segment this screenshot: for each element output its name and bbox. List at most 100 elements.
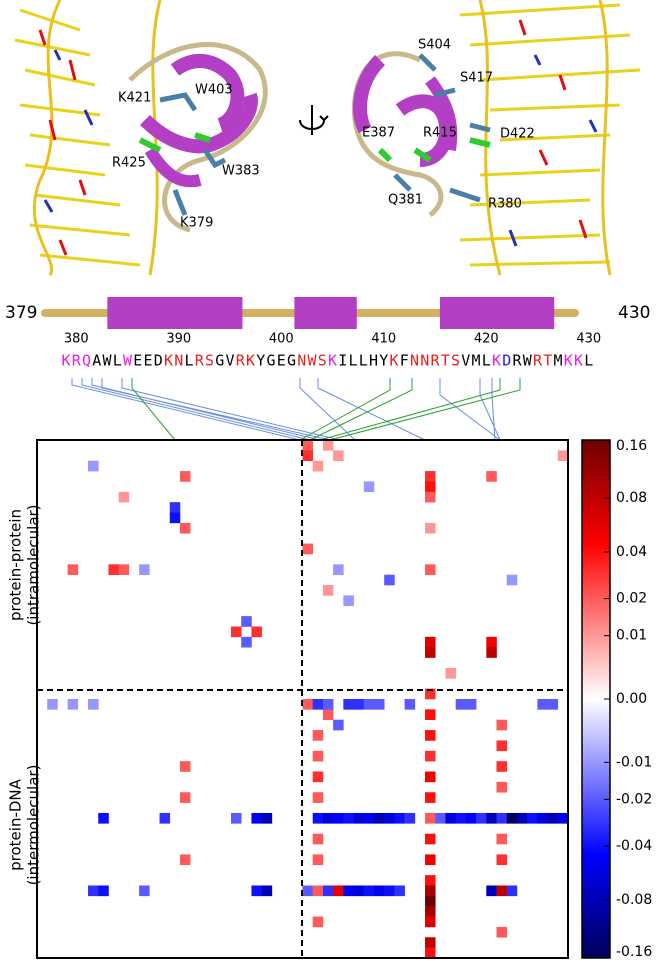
heatmap-cell <box>425 522 436 534</box>
heatmap-cell <box>425 647 436 658</box>
heatmap-cell <box>496 885 508 897</box>
heatmap-cell <box>231 812 242 824</box>
colorbar-tick-label: 0.00 <box>616 691 647 707</box>
heatmap-cell <box>333 564 344 575</box>
heatmap-cell <box>455 699 467 710</box>
heatmap-cell <box>425 564 436 575</box>
residue-label: Q381 <box>388 193 423 208</box>
heatmap-cell <box>425 491 436 503</box>
heatmap-cell <box>312 699 324 710</box>
heatmap-cell <box>353 885 365 897</box>
sequence-tick: 420 <box>474 332 499 347</box>
heatmap-cell <box>88 460 99 472</box>
heatmap-cell <box>496 833 508 845</box>
heatmap-cell <box>425 895 436 907</box>
heatmap-cell <box>425 709 436 721</box>
residue-label: K421 <box>118 91 151 106</box>
sequence-letter: V <box>461 352 470 370</box>
heatmap-cell <box>312 771 324 783</box>
heatmap-cell <box>231 626 242 638</box>
residue-label: R415 <box>423 126 457 141</box>
heatmap-cell <box>363 812 375 824</box>
residue-label: W403 <box>195 83 233 98</box>
dna-left <box>14 0 162 276</box>
heatmap-cell <box>67 564 79 575</box>
heatmap-cell <box>241 616 252 627</box>
heatmap-cell <box>373 885 385 897</box>
heatmap-cell <box>118 491 130 503</box>
heatmap-cell <box>455 812 467 824</box>
helix <box>439 297 555 329</box>
heatmap-cell <box>179 792 191 803</box>
row-label: protein-protein <box>7 509 25 621</box>
sequence-letter: F <box>400 352 409 370</box>
connector-lines <box>71 378 521 441</box>
sequence-letter: G <box>215 352 224 370</box>
sequence-letter: K <box>389 352 398 370</box>
heatmap-cell <box>343 812 354 824</box>
sequence-letter: D <box>154 352 163 370</box>
heatmap-cell <box>394 812 405 824</box>
heatmap-cell <box>527 812 538 824</box>
heatmap-cell <box>425 937 436 948</box>
heatmap-cell <box>241 636 252 648</box>
sequence-letter: T <box>543 352 552 370</box>
heatmap-cell <box>322 812 334 824</box>
sequence-letter: N <box>410 352 419 370</box>
heatmap-cell <box>425 471 436 482</box>
sequence-letter: R <box>236 352 246 370</box>
heatmap-cell <box>425 885 436 897</box>
heatmap-cell <box>312 885 324 897</box>
sequence-tick: 380 <box>64 332 89 347</box>
heatmap-cell <box>88 885 99 897</box>
sequence-letter: N <box>420 352 429 370</box>
heatmap-cell <box>445 667 456 679</box>
sequence-letter: R <box>72 352 82 370</box>
heatmap-cell <box>302 885 314 897</box>
heatmap-cell <box>373 812 385 824</box>
sequence-letter: L <box>482 352 491 370</box>
colorbar-tick-label: 0.02 <box>616 591 647 607</box>
heatmap-cell <box>425 875 436 886</box>
heatmap-cell <box>425 750 436 762</box>
residue-label: S404 <box>418 38 451 53</box>
heatmap-cell <box>322 585 334 596</box>
heatmap-cell <box>547 699 559 710</box>
heatmap-cell <box>465 699 477 710</box>
sequence-letter: R <box>512 352 522 370</box>
heatmap-cell <box>169 502 181 513</box>
heatmap-cell <box>496 740 508 752</box>
heatmap-cell <box>506 574 518 586</box>
heatmap-cell <box>251 626 262 638</box>
heatmap-cell <box>506 812 518 824</box>
colorbar-tick-label: -0.08 <box>616 892 652 908</box>
sequence-letter: E <box>133 352 142 370</box>
heatmap-cell <box>302 543 314 555</box>
row-label: (intramolecular) <box>25 504 43 625</box>
heatmap-cell <box>179 471 191 482</box>
heatmap-cell <box>139 885 150 897</box>
heatmap-cell <box>179 522 191 534</box>
heatmap-cell <box>302 440 314 451</box>
heatmap-cell <box>486 647 497 658</box>
sequence-letter: Q <box>82 352 91 370</box>
sequence-letter: E <box>143 352 152 370</box>
heatmap-cell <box>516 812 528 824</box>
residue-label: D422 <box>500 127 535 142</box>
colorbar-tick-label: -0.01 <box>616 754 652 770</box>
heatmap-cell <box>496 812 508 824</box>
sequence-letter: K <box>164 352 173 370</box>
heatmap-cell <box>496 719 508 731</box>
sequence-letter: R <box>533 352 543 370</box>
sequence-letter: L <box>113 352 122 370</box>
residue-label: R425 <box>112 156 146 171</box>
residue-label: W383 <box>222 164 260 179</box>
heatmap-cell <box>312 854 324 866</box>
sequence-letter: H <box>369 352 378 370</box>
sequence-letter: N <box>174 352 183 370</box>
heatmap-cell <box>425 688 436 700</box>
sequence-letter: T <box>441 352 450 370</box>
heatmap-cell <box>333 719 344 731</box>
heatmap-cell <box>486 471 497 482</box>
sequence-tick: 410 <box>371 332 396 347</box>
